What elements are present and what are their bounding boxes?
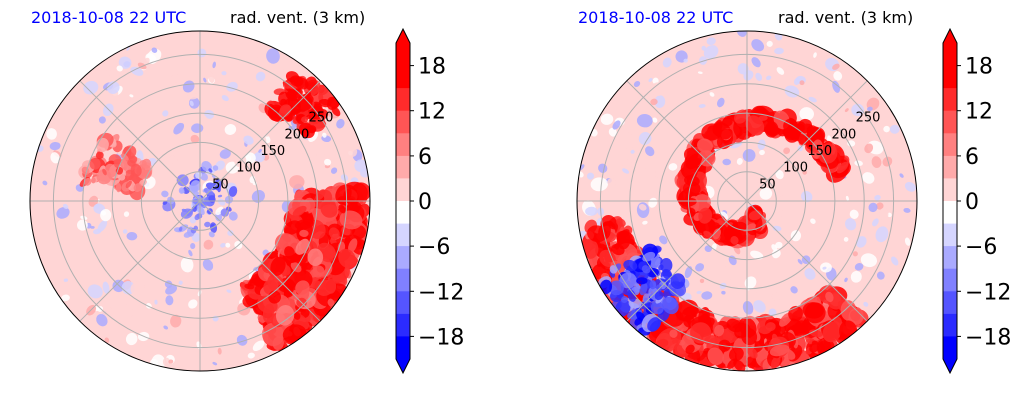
- colorbar-segment: [396, 155, 410, 179]
- colorbar-tick-label: 18: [418, 55, 446, 80]
- colorbar-segment: [943, 201, 957, 225]
- colorbar-segment: [943, 313, 957, 337]
- colorbar-segment: [943, 336, 957, 360]
- left-panel: 2018-10-08 22 UTC rad. vent. (3 km) 50 10…: [29, 8, 464, 375]
- colorbar-tick-label: −12: [418, 280, 464, 305]
- ring-label: 150: [807, 144, 832, 159]
- colorbar-tick-label: −6: [965, 235, 997, 260]
- ring-label: 200: [285, 127, 310, 142]
- colorbar-extend-max: [943, 29, 957, 43]
- colorbar-segment: [943, 133, 957, 157]
- polar-grid: [30, 31, 370, 371]
- colorbar-segment: [396, 88, 410, 112]
- colorbar-tick-label: 6: [965, 145, 979, 170]
- colorbar-segment: [943, 268, 957, 292]
- colorbar-tick-label: 12: [965, 100, 993, 125]
- colorbar-segment: [943, 43, 957, 67]
- colorbar-tick-label: 6: [418, 145, 432, 170]
- colorbar-segment: [396, 110, 410, 134]
- colorbar-tick-label: −18: [418, 325, 464, 350]
- colorbar-segment: [396, 246, 410, 270]
- plot-boundary: [576, 30, 918, 372]
- colorbar-segment: [943, 223, 957, 247]
- ring-label: 50: [212, 177, 229, 192]
- colorbar-segment: [943, 291, 957, 315]
- polar-grid: [577, 31, 917, 371]
- variable-label: rad. vent. (3 km): [230, 8, 366, 27]
- colorbar-segment: [396, 336, 410, 360]
- colorbar-tick-label: −12: [965, 280, 1011, 305]
- right-panel: 2018-10-08 22 UTC rad. vent. (3 km) 50 10…: [547, 0, 1028, 401]
- colorbar: 18 12 6 0 −6 −12 −18: [942, 27, 1011, 375]
- colorbar-segment: [396, 133, 410, 157]
- colorbar-tick-label: 0: [418, 190, 432, 215]
- colorbar-tick-label: −6: [418, 235, 450, 260]
- colorbar-segment: [943, 65, 957, 89]
- colorbar-extend-min: [943, 359, 957, 373]
- colorbar-extend-max: [396, 29, 410, 43]
- colorbar-tick-label: 18: [965, 55, 993, 80]
- colorbar-segment: [943, 246, 957, 270]
- colorbar-segment: [396, 268, 410, 292]
- colorbar-segment: [396, 291, 410, 315]
- colorbar-segment: [943, 178, 957, 202]
- colorbar-segment: [943, 155, 957, 179]
- colorbar-segment: [396, 65, 410, 89]
- colorbar-segment: [396, 313, 410, 337]
- time-label: 2018-10-08 22 UTC: [578, 8, 734, 27]
- colorbar-segment: [396, 178, 410, 202]
- plot-boundary: [29, 30, 371, 372]
- ring-label: 100: [236, 161, 261, 176]
- colorbar-tick-label: 0: [965, 190, 979, 215]
- colorbar-segment: [396, 223, 410, 247]
- ring-label: 50: [759, 177, 776, 192]
- ring-label: 100: [783, 161, 808, 176]
- ring-label: 200: [832, 127, 857, 142]
- variable-label: rad. vent. (3 km): [778, 8, 914, 27]
- ring-label: 250: [856, 111, 881, 126]
- colorbar-segment: [943, 110, 957, 134]
- time-label: 2018-10-08 22 UTC: [31, 8, 187, 27]
- colorbar-segment: [943, 88, 957, 112]
- ring-label: 150: [260, 144, 285, 159]
- colorbar-tick-label: −18: [965, 325, 1011, 350]
- colorbar-segment: [396, 43, 410, 67]
- colorbar-segment: [396, 201, 410, 225]
- colorbar-extend-min: [396, 359, 410, 373]
- colorbar: 18 12 6 0 −6 −12 −18: [395, 27, 464, 375]
- ring-label: 250: [309, 111, 334, 126]
- colorbar-tick-label: 12: [418, 100, 446, 125]
